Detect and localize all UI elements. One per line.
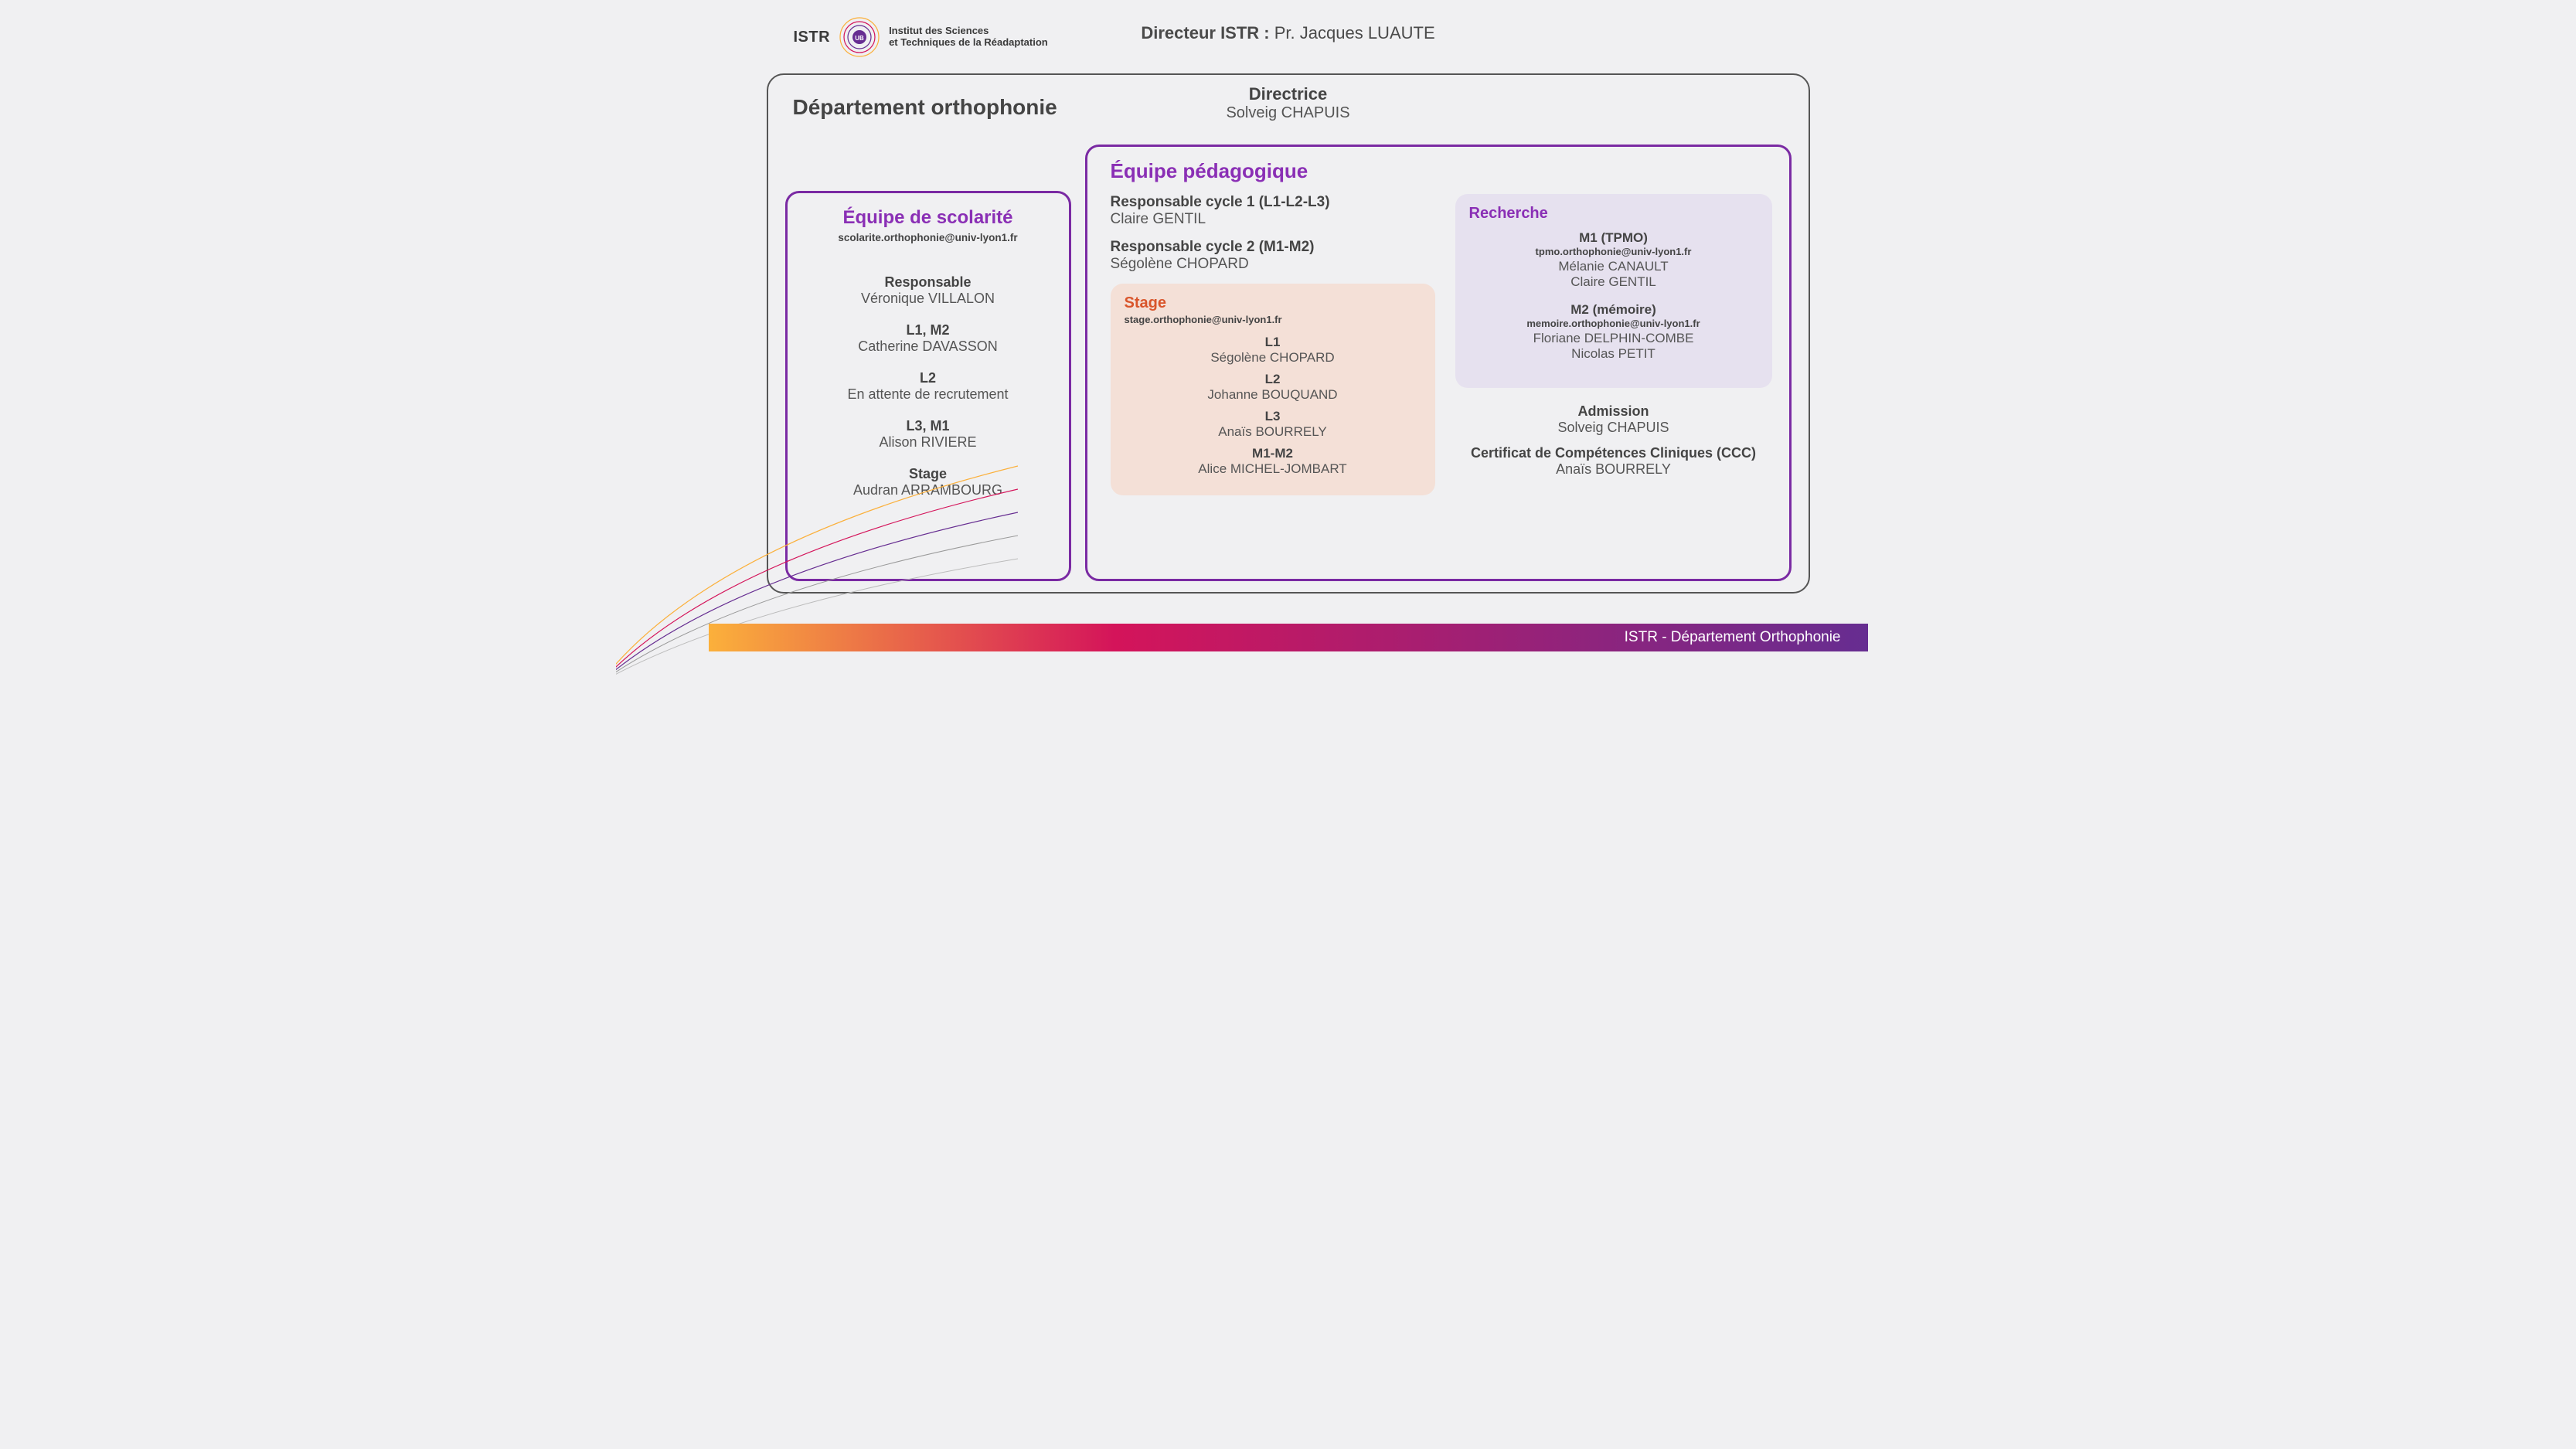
stage-name: Anaïs BOURRELY — [1125, 424, 1421, 440]
director-label: Directeur ISTR : — [1141, 23, 1269, 43]
stage-level: L2 — [1125, 372, 1421, 387]
stage-level: L1 — [1125, 335, 1421, 350]
recherche-box: Recherche M1 (TPMO) tpmo.orthophonie@uni… — [1455, 194, 1772, 388]
scolarite-entry: L3, M1 Alison RIVIERE — [798, 418, 1058, 451]
recherche-m1: M1 (TPMO) tpmo.orthophonie@univ-lyon1.fr… — [1469, 230, 1758, 290]
recherche-m1-name: Mélanie CANAULT — [1469, 259, 1758, 274]
scolarite-name: En attente de recrutement — [798, 386, 1058, 403]
recherche-m2-label: M2 (mémoire) — [1469, 302, 1758, 318]
stage-name: Johanne BOUQUAND — [1125, 387, 1421, 403]
recherche-m2-name: Floriane DELPHIN-COMBE — [1469, 331, 1758, 346]
cycle-name: Claire GENTIL — [1111, 211, 1435, 228]
pedagogique-title: Équipe pédagogique — [1111, 159, 1772, 183]
stage-title: Stage — [1125, 294, 1421, 312]
scolarite-entry: L2 En attente de recrutement — [798, 370, 1058, 403]
logo-sub-line1: Institut des Sciences — [889, 26, 1048, 37]
scolarite-role: L2 — [798, 370, 1058, 386]
scolarite-title: Équipe de scolarité — [798, 207, 1058, 229]
logo-sub-line2: et Techniques de la Réadaptation — [889, 37, 1048, 49]
extra-name: Solveig CHAPUIS — [1455, 420, 1772, 436]
stage-box: Stage stage.orthophonie@univ-lyon1.fr L1… — [1111, 284, 1435, 495]
scolarite-entry: Responsable Véronique VILLALON — [798, 274, 1058, 307]
scolarite-entry: Stage Audran ARRAMBOURG — [798, 466, 1058, 498]
extra-entry: Admission Solveig CHAPUIS — [1455, 403, 1772, 436]
extra-role: Admission — [1455, 403, 1772, 420]
cycle-name: Ségolène CHOPARD — [1111, 256, 1435, 273]
recherche-m1-email: tpmo.orthophonie@univ-lyon1.fr — [1469, 246, 1758, 257]
scolarite-role: Responsable — [798, 274, 1058, 291]
directrice-block: Directrice Solveig CHAPUIS — [1226, 84, 1349, 122]
stage-level: M1-M2 — [1125, 446, 1421, 461]
extra-name: Anaïs BOURRELY — [1455, 461, 1772, 478]
cycle-entry: Responsable cycle 1 (L1-L2-L3) Claire GE… — [1111, 194, 1435, 228]
scolarite-email: scolarite.orthophonie@univ-lyon1.fr — [798, 232, 1058, 243]
scolarite-entry: L1, M2 Catherine DAVASSON — [798, 322, 1058, 355]
scolarite-name: Véronique VILLALON — [798, 291, 1058, 307]
director-name: Pr. Jacques LUAUTE — [1274, 23, 1435, 43]
scolarite-role: L1, M2 — [798, 322, 1058, 338]
footer-bar: ISTR - Département Orthophonie — [709, 624, 1868, 651]
directrice-name: Solveig CHAPUIS — [1226, 104, 1349, 122]
department-box: Département orthophonie Directrice Solve… — [767, 73, 1810, 594]
stage-item: L3 Anaïs BOURRELY — [1125, 409, 1421, 440]
stage-item: L2 Johanne BOUQUAND — [1125, 372, 1421, 403]
scolarite-name: Alison RIVIERE — [798, 434, 1058, 451]
stage-name: Alice MICHEL-JOMBART — [1125, 461, 1421, 477]
recherche-m1-label: M1 (TPMO) — [1469, 230, 1758, 246]
recherche-m2-email: memoire.orthophonie@univ-lyon1.fr — [1469, 318, 1758, 329]
cycle-entry: Responsable cycle 2 (M1-M2) Ségolène CHO… — [1111, 239, 1435, 273]
scolarite-name: Audran ARRAMBOURG — [798, 482, 1058, 498]
recherche-m1-name: Claire GENTIL — [1469, 274, 1758, 290]
recherche-m2: M2 (mémoire) memoire.orthophonie@univ-ly… — [1469, 302, 1758, 362]
stage-item: M1-M2 Alice MICHEL-JOMBART — [1125, 446, 1421, 477]
cycle-role: Responsable cycle 1 (L1-L2-L3) — [1111, 194, 1435, 211]
footer-text: ISTR - Département Orthophonie — [1625, 629, 1841, 646]
scolarite-name: Catherine DAVASSON — [798, 338, 1058, 355]
logo-swirl-icon: UB — [838, 15, 881, 59]
svg-text:UB: UB — [855, 35, 864, 42]
stage-item: L1 Ségolène CHOPARD — [1125, 335, 1421, 366]
cycle-role: Responsable cycle 2 (M1-M2) — [1111, 239, 1435, 256]
scolarite-role: L3, M1 — [798, 418, 1058, 434]
pedagogique-box: Équipe pédagogique Responsable cycle 1 (… — [1085, 145, 1792, 581]
logo: ISTR UB Institut des Sciences et Techniq… — [794, 15, 1048, 59]
stage-email: stage.orthophonie@univ-lyon1.fr — [1125, 314, 1421, 325]
scolarite-box: Équipe de scolarité scolarite.orthophoni… — [785, 191, 1071, 581]
logo-primary-text: ISTR — [794, 29, 831, 46]
directrice-label: Directrice — [1226, 84, 1349, 104]
scolarite-role: Stage — [798, 466, 1058, 482]
recherche-m2-name: Nicolas PETIT — [1469, 346, 1758, 362]
extra-entry: Certificat de Compétences Cliniques (CCC… — [1455, 445, 1772, 478]
recherche-title: Recherche — [1469, 205, 1758, 223]
stage-level: L3 — [1125, 409, 1421, 424]
stage-name: Ségolène CHOPARD — [1125, 350, 1421, 366]
extra-role: Certificat de Compétences Cliniques (CCC… — [1455, 445, 1772, 461]
director-line: Directeur ISTR : Pr. Jacques LUAUTE — [1141, 23, 1434, 43]
